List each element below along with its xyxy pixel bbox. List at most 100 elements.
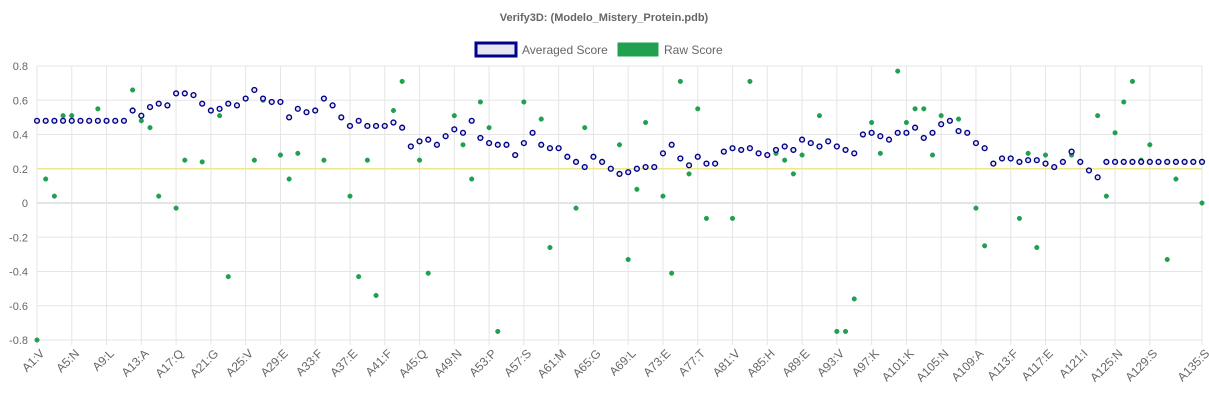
raw-score-point[interactable] xyxy=(834,328,840,334)
raw-score-point[interactable] xyxy=(34,337,40,343)
raw-score-point[interactable] xyxy=(695,106,701,112)
legend-item-averaged[interactable]: Averaged Score xyxy=(474,41,608,58)
raw-score-point[interactable] xyxy=(582,125,588,131)
averaged-score-point[interactable] xyxy=(459,129,467,136)
averaged-score-point[interactable] xyxy=(677,155,684,162)
averaged-score-point[interactable] xyxy=(329,102,336,109)
averaged-score-point[interactable] xyxy=(781,143,788,150)
averaged-score-point[interactable] xyxy=(216,105,223,112)
raw-score-point[interactable] xyxy=(347,193,353,199)
raw-score-point[interactable] xyxy=(643,119,649,126)
raw-score-point[interactable] xyxy=(538,116,544,122)
averaged-score-point[interactable] xyxy=(911,124,919,131)
raw-score-point[interactable] xyxy=(364,157,370,163)
averaged-score-point[interactable] xyxy=(903,129,910,136)
raw-score-point[interactable] xyxy=(1199,200,1205,206)
averaged-score-point[interactable] xyxy=(138,112,145,119)
averaged-score-point[interactable] xyxy=(190,92,197,99)
averaged-score-point[interactable] xyxy=(520,139,527,147)
averaged-score-point[interactable] xyxy=(251,86,258,94)
averaged-score-point[interactable] xyxy=(633,165,640,172)
averaged-score-point[interactable] xyxy=(529,129,536,136)
raw-score-point[interactable] xyxy=(43,176,49,182)
averaged-score-point[interactable] xyxy=(320,95,328,102)
averaged-score-point[interactable] xyxy=(1172,158,1180,166)
averaged-score-point[interactable] xyxy=(651,163,658,171)
averaged-score-point[interactable] xyxy=(764,151,771,159)
raw-score-point[interactable] xyxy=(660,193,666,199)
averaged-score-point[interactable] xyxy=(538,141,545,148)
raw-score-point[interactable] xyxy=(895,68,901,74)
averaged-score-point[interactable] xyxy=(694,153,701,160)
averaged-score-point[interactable] xyxy=(885,136,893,143)
averaged-score-point[interactable] xyxy=(1025,157,1032,164)
raw-score-point[interactable] xyxy=(1095,113,1101,119)
averaged-score-point[interactable] xyxy=(338,114,345,121)
averaged-score-point[interactable] xyxy=(798,136,806,143)
averaged-score-point[interactable] xyxy=(1016,158,1023,166)
averaged-score-point[interactable] xyxy=(1094,174,1101,181)
averaged-score-point[interactable] xyxy=(477,134,484,142)
raw-score-point[interactable] xyxy=(147,125,153,131)
averaged-score-point[interactable] xyxy=(286,114,293,121)
raw-score-point[interactable] xyxy=(869,119,875,126)
averaged-score-point[interactable] xyxy=(981,145,988,152)
averaged-score-point[interactable] xyxy=(790,146,797,154)
averaged-score-point[interactable] xyxy=(772,146,780,154)
averaged-score-point[interactable] xyxy=(1198,158,1206,166)
averaged-score-point[interactable] xyxy=(1059,158,1066,166)
averaged-score-point[interactable] xyxy=(33,117,41,124)
raw-score-point[interactable] xyxy=(95,106,101,112)
raw-score-point[interactable] xyxy=(399,78,405,84)
averaged-score-point[interactable] xyxy=(1111,158,1119,166)
averaged-score-point[interactable] xyxy=(173,90,180,97)
averaged-score-point[interactable] xyxy=(738,146,745,154)
raw-score-point[interactable] xyxy=(877,150,883,156)
averaged-score-point[interactable] xyxy=(1103,158,1110,166)
raw-score-point[interactable] xyxy=(173,205,179,211)
averaged-score-point[interactable] xyxy=(207,107,214,114)
raw-score-point[interactable] xyxy=(138,118,144,124)
raw-score-point[interactable] xyxy=(938,113,944,119)
averaged-score-point[interactable] xyxy=(590,153,597,160)
averaged-score-point[interactable] xyxy=(364,122,371,130)
raw-score-point[interactable] xyxy=(521,99,527,105)
raw-score-point[interactable] xyxy=(729,215,736,221)
averaged-score-point[interactable] xyxy=(703,160,710,167)
averaged-score-point[interactable] xyxy=(312,107,319,114)
averaged-score-point[interactable] xyxy=(381,122,388,130)
raw-score-point[interactable] xyxy=(573,205,579,211)
averaged-score-point[interactable] xyxy=(555,145,562,152)
averaged-score-point[interactable] xyxy=(825,138,832,145)
averaged-score-point[interactable] xyxy=(1120,158,1127,166)
averaged-score-point[interactable] xyxy=(938,121,945,128)
raw-score-point[interactable] xyxy=(956,116,962,122)
averaged-score-point[interactable] xyxy=(120,117,128,124)
raw-score-point[interactable] xyxy=(321,157,327,163)
averaged-score-point[interactable] xyxy=(259,95,267,102)
raw-score-point[interactable] xyxy=(1164,256,1170,263)
averaged-score-point[interactable] xyxy=(1085,167,1093,174)
averaged-score-point[interactable] xyxy=(390,119,397,126)
averaged-score-point[interactable] xyxy=(712,160,719,167)
raw-score-point[interactable] xyxy=(790,171,796,177)
raw-score-point[interactable] xyxy=(495,328,501,334)
averaged-score-point[interactable] xyxy=(1051,163,1058,171)
raw-score-point[interactable] xyxy=(69,113,75,119)
averaged-score-point[interactable] xyxy=(851,150,858,157)
averaged-score-point[interactable] xyxy=(233,102,241,109)
raw-score-point[interactable] xyxy=(469,176,475,182)
raw-score-point[interactable] xyxy=(903,119,909,126)
raw-score-point[interactable] xyxy=(373,292,379,299)
raw-score-point[interactable] xyxy=(199,159,205,165)
raw-score-point[interactable] xyxy=(982,243,988,249)
raw-score-point[interactable] xyxy=(416,157,423,163)
averaged-score-point[interactable] xyxy=(833,143,840,150)
raw-score-point[interactable] xyxy=(816,113,823,119)
averaged-score-point[interactable] xyxy=(1190,158,1197,166)
averaged-score-point[interactable] xyxy=(164,102,171,109)
averaged-score-point[interactable] xyxy=(503,141,510,148)
raw-score-point[interactable] xyxy=(703,215,709,221)
raw-score-point[interactable] xyxy=(973,205,979,211)
averaged-score-point[interactable] xyxy=(146,103,154,111)
